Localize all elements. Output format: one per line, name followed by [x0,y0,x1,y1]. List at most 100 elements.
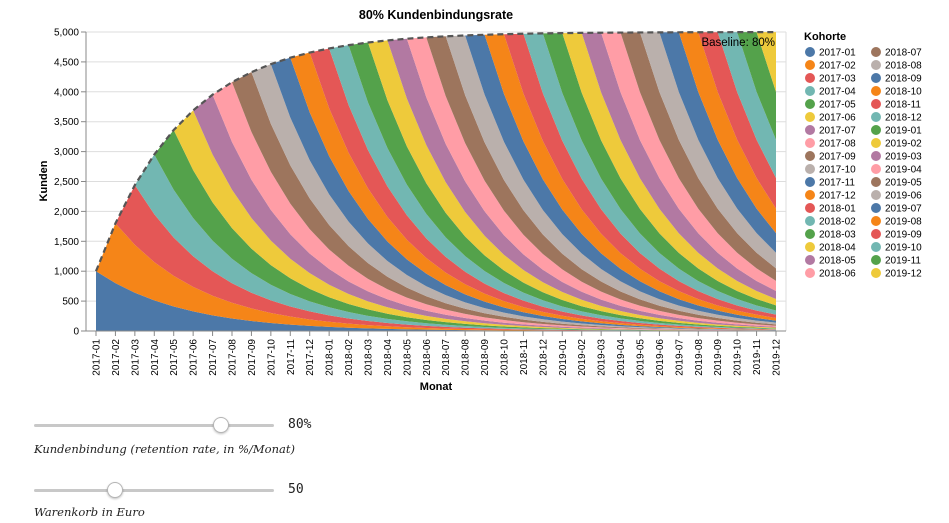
x-tick-label: 2017-11 [286,339,297,375]
legend-label: 2018-09 [885,74,922,85]
legend-symbol [805,255,815,265]
legend-symbol [805,229,815,239]
legend-symbol [871,229,881,239]
x-tick-label: 2017-02 [111,339,122,376]
y-tick-label: 4,500 [54,57,79,68]
legend-symbol [805,190,815,200]
x-tick-label: 2017-06 [189,339,200,376]
legend-label: 2017-09 [819,152,856,163]
x-tick-label: 2018-11 [519,339,530,375]
retention-slider-thumb[interactable] [213,417,229,433]
legend-symbol [805,73,815,83]
x-tick-label: 2018-05 [402,339,413,376]
legend-label: 2017-02 [819,61,856,72]
legend-symbol [805,60,815,70]
legend: Kohorte 2017-012017-022017-032017-042017… [804,31,922,280]
legend-symbol [871,177,881,187]
x-tick-label: 2019-03 [597,339,608,376]
legend-symbol [805,125,815,135]
legend-symbol [871,190,881,200]
y-tick-label: 2,500 [54,177,79,188]
legend-label: 2017-07 [819,126,856,137]
x-tick-label: 2018-12 [538,339,549,376]
legend-label: 2017-11 [819,178,855,189]
legend-symbol [871,86,881,96]
legend-label: 2018-03 [819,230,856,241]
y-tick-label: 500 [62,297,79,308]
legend-symbol [871,125,881,135]
legend-label: 2019-01 [885,126,922,137]
legend-label: 2019-11 [885,256,921,267]
retention-slider-track[interactable] [34,424,274,427]
legend-label: 2019-02 [885,139,922,150]
x-tick-label: 2017-07 [208,339,219,376]
legend-label: 2017-05 [819,100,856,111]
retention-slider-control: 80% Kundenbindung (retention rate, in %/… [34,412,354,462]
legend-label: 2018-01 [819,204,856,215]
x-tick-label: 2018-08 [461,339,472,376]
baseline-label: Baseline: 80% [701,37,775,49]
cohort-areas [96,32,776,331]
x-tick-label: 2018-10 [500,339,511,376]
legend-label: 2017-06 [819,113,856,124]
x-tick-label: 2018-02 [344,339,355,376]
y-tick-label: 1,000 [54,267,79,278]
x-tick-label: 2019-10 [733,339,744,376]
legend-symbol [805,151,815,161]
legend-symbol [805,47,815,57]
legend-label: 2019-10 [885,243,922,254]
legend-label: 2018-02 [819,217,856,228]
basket-slider-control: 50 Warenkorb in Euro [34,477,354,523]
x-tick-label: 2019-12 [772,339,783,376]
legend-symbol [871,99,881,109]
x-tick-label: 2018-01 [325,339,336,376]
legend-label: 2017-10 [819,165,856,176]
x-tick-label: 2019-11 [752,339,763,375]
basket-value: 50 [288,482,304,497]
legend-title: Kohorte [804,31,846,43]
legend-label: 2017-04 [819,87,856,98]
y-tick-label: 5,000 [54,28,79,39]
retention-value: 80% [288,417,311,432]
legend-label: 2019-07 [885,204,922,215]
legend-label: 2019-06 [885,191,922,202]
legend-label: 2018-11 [885,100,921,111]
legend-symbol [805,86,815,96]
x-tick-label: 2018-06 [422,339,433,376]
basket-slider-thumb[interactable] [107,482,123,498]
legend-symbol [871,151,881,161]
legend-symbol [871,73,881,83]
stacked-area-chart: 0 500 1,000 1,500 2,000 2,500 3,000 3,500 4,000 4… [0,0,949,400]
x-tick-label: 2017-09 [247,339,258,376]
y-tick-label: 3,000 [54,147,79,158]
legend-label: 2018-06 [819,269,856,280]
legend-label: 2018-08 [885,61,922,72]
x-axis-title: Monat [420,381,453,393]
legend-symbol [871,112,881,122]
legend-symbol [805,138,815,148]
legend-label: 2018-04 [819,243,856,254]
legend-label: 2017-08 [819,139,856,150]
legend-symbol [805,268,815,278]
x-tick-label: 2018-09 [480,339,491,376]
legend-symbol [805,242,815,252]
basket-slider-track[interactable] [34,489,274,492]
legend-symbol [871,268,881,278]
legend-symbol [871,242,881,252]
y-axis-title: Kunden [38,160,50,201]
legend-symbol [871,60,881,70]
legend-label: 2019-09 [885,230,922,241]
legend-symbol [871,138,881,148]
x-tick-label: 2017-05 [169,339,180,376]
legend-symbol [805,112,815,122]
legend-symbol [805,177,815,187]
x-tick-label: 2019-08 [694,339,705,376]
legend-label: 2019-04 [885,165,922,176]
legend-symbol [871,164,881,174]
x-tick-label: 2018-04 [383,339,394,376]
x-tick-label: 2019-06 [655,339,666,376]
legend-label: 2019-08 [885,217,922,228]
legend-symbol [871,255,881,265]
x-tick-label: 2018-03 [364,339,375,376]
x-tick-label: 2019-09 [713,339,724,376]
